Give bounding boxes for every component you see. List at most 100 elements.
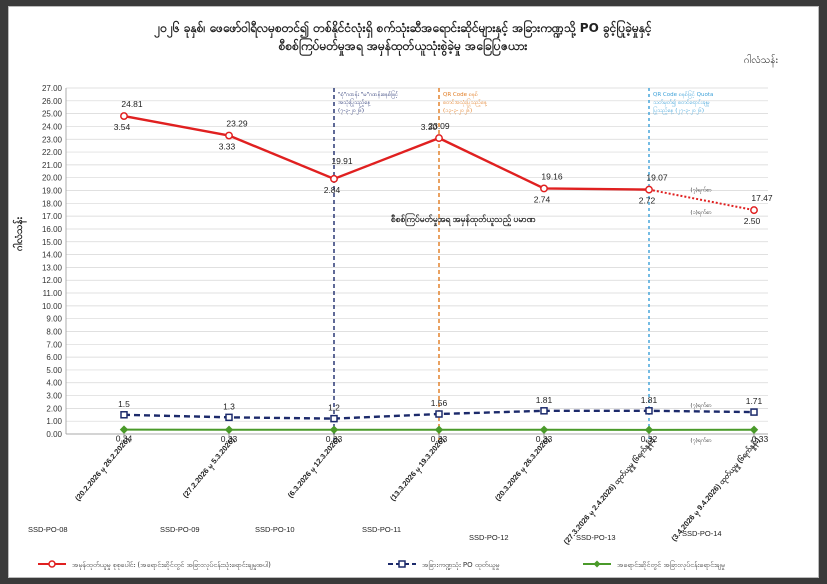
y-tick-label: 22.00 — [42, 148, 63, 157]
diff-label: 3.30 — [421, 122, 438, 132]
y-tick-label: 2.00 — [46, 404, 62, 413]
marker-line-note: စတင်အသုံးပြုသည့်နေ့ — [443, 97, 488, 107]
data-point — [119, 425, 129, 434]
data-point — [435, 410, 443, 418]
day-note: (၇)ရက်စာ — [690, 436, 711, 445]
chart-title-line2: စီစစ်ကြပ်မတ်မှုအရ အမှန်ထုတ်ယူသုံးစွဲခဲ့မ… — [278, 36, 529, 57]
marker-line-note: သတ်မှတ်၍ စတင်ရောင်းချမှု — [653, 98, 710, 107]
y-tick-label: 21.00 — [42, 161, 63, 170]
data-point — [224, 425, 234, 434]
legend-label: အရောင်းဆိုင်တွင် အခြားလုပ်ငန်းရောင်းချမှ… — [617, 560, 725, 570]
data-label: 17.47 — [751, 193, 773, 203]
day-note: (၇)ရက်စာ — [690, 401, 711, 410]
po-code-label: SSD-PO-10 — [255, 525, 295, 534]
chart-canvas: ၂၀၂၆ ခုနှစ်၊ ဖေဖော်ဝါရီလမှစတင်၍ တစ်နိုင်… — [8, 6, 819, 578]
y-tick-label: 23.00 — [42, 135, 63, 144]
chart-frame: ၂၀၂၆ ခုနှစ်၊ ဖေဖော်ဝါရီလမှစတင်၍ တစ်နိုင်… — [8, 6, 819, 578]
marker-line-note: အသုံးပြုသည့်နေ့ — [338, 97, 371, 107]
data-point — [330, 174, 338, 183]
data-label: 19.91 — [331, 156, 353, 166]
series-line-projection — [648, 188, 755, 212]
data-point — [435, 134, 443, 143]
y-tick-label: 26.00 — [42, 97, 63, 106]
data-label: 0.33 — [431, 434, 448, 444]
po-code-label: SSD-PO-14 — [682, 529, 722, 538]
data-point — [120, 411, 128, 419]
data-label: 1.71 — [746, 396, 763, 406]
chart-border — [8, 6, 819, 578]
marker-line-note: ပြုသည့်နေ့ (၂၇-၃-၂၀၂၆) — [653, 105, 704, 115]
diff-label: 2.84 — [324, 185, 341, 195]
po-code-label: SSD-PO-09 — [160, 525, 200, 534]
data-point — [225, 413, 233, 422]
y-tick-label: 0.00 — [46, 430, 62, 439]
series-layer — [119, 112, 759, 435]
data-label: 1.56 — [431, 398, 448, 408]
y-tick-label: 18.00 — [42, 199, 63, 208]
legend-label: အခြားကဏ္ဍသုံး PO ထုတ်ယူမှု — [422, 560, 500, 570]
y-tick-label: 11.00 — [43, 289, 63, 298]
unit-label: ဂါလံသန်း — [744, 53, 779, 68]
data-point — [644, 425, 654, 435]
data-label: 1.2 — [328, 403, 340, 413]
data-point — [645, 407, 653, 415]
y-tick-label: 19.00 — [42, 187, 63, 196]
main-annotation: စီစစ်ကြပ်မတ်မှုအရ အမှန်ထုတ်ယူသည့် ပမာဏ — [391, 213, 535, 227]
diff-label: 3.54 — [114, 122, 131, 132]
legend-marker — [48, 560, 56, 568]
data-label: 1.81 — [641, 395, 658, 405]
grid-layer: 0.00 1.00 2.00 3.00 4.00 5.00 6.00 7.00 8.00 9.00… — [42, 84, 768, 439]
y-tick-label: 12.00 — [42, 276, 63, 285]
series-line — [123, 114, 650, 191]
data-label: 24.81 — [121, 99, 143, 109]
data-point — [750, 206, 758, 215]
data-point — [645, 185, 653, 194]
data-point — [539, 425, 549, 434]
data-label: 19.16 — [541, 171, 563, 181]
y-tick-label: 4.00 — [46, 379, 62, 388]
data-label: 0.33 — [752, 434, 769, 444]
marker-line-note: QR Code စနစ်ဖြင့် Quota — [653, 89, 713, 99]
marker-line-note: QR Code စနစ် — [443, 90, 478, 99]
marker-lines-layer: "စုံ"ဂဏန်း "မ"ဂဏန်းစနစ်ဖြင့်အသုံးပြုသည့်… — [333, 88, 713, 440]
y-tick-label: 3.00 — [46, 392, 62, 401]
y-tick-label: 1.00 — [46, 417, 62, 426]
chart-title-line1: ၂၀၂၆ ခုနှစ်၊ ဖေဖော်ဝါရီလမှစတင်၍ တစ်နိုင်… — [153, 18, 652, 39]
legend-marker — [398, 560, 406, 568]
data-labels-layer: 24.81 3.54 23.29 3.33 19.91 2.84 23.093.30 19.1… — [114, 99, 773, 445]
data-point — [540, 184, 548, 193]
y-tick-label: 5.00 — [46, 366, 62, 375]
y-tick-label: 9.00 — [46, 315, 62, 324]
legend: အမှန်ထုတ်ယူမှု စုစုပေါင်း (အရောင်းဆိုင်တ… — [38, 560, 725, 570]
po-code-label: SSD-PO-11 — [362, 525, 401, 534]
data-label: 0.33 — [221, 434, 238, 444]
legend-marker — [593, 560, 601, 568]
diff-label: 2.74 — [534, 194, 551, 204]
data-label: 1.81 — [536, 395, 553, 405]
y-tick-label: 8.00 — [46, 327, 62, 336]
marker-line-note: "စုံ"ဂဏန်း "မ"ဂဏန်းစနစ်ဖြင့် — [338, 89, 398, 99]
day-note: (၇)ရက်စာ — [690, 186, 711, 195]
data-label: 0.33 — [536, 434, 553, 444]
y-tick-label: 16.00 — [42, 225, 63, 234]
marker-line-note: (၇-၃-၂၀၂၆) — [338, 106, 364, 115]
data-label: 1.3 — [223, 401, 235, 411]
data-point — [540, 407, 548, 415]
legend-label: အမှန်ထုတ်ယူမှု စုစုပေါင်း (အရောင်းဆိုင်တ… — [72, 560, 271, 570]
po-code-label: SSD-PO-08 — [28, 525, 68, 534]
diff-label: 2.72 — [639, 196, 656, 206]
po-code-label: SSD-PO-13 — [576, 533, 616, 542]
data-point — [329, 425, 339, 434]
y-axis-label: ဂါလံသန်း — [12, 216, 28, 251]
y-tick-label: 6.00 — [46, 353, 62, 362]
diff-label: 2.50 — [744, 216, 761, 226]
y-tick-label: 13.00 — [42, 263, 63, 272]
y-tick-label: 14.00 — [42, 251, 63, 260]
y-tick-label: 20.00 — [42, 174, 63, 183]
data-point — [330, 414, 338, 423]
y-tick-label: 10.00 — [42, 302, 63, 311]
diff-label: 3.33 — [219, 142, 236, 152]
data-label: 23.29 — [226, 119, 248, 129]
marker-line-note: (၁၃-၃-၂၀၂၆) — [443, 106, 472, 115]
data-label: 0.32 — [641, 434, 658, 444]
